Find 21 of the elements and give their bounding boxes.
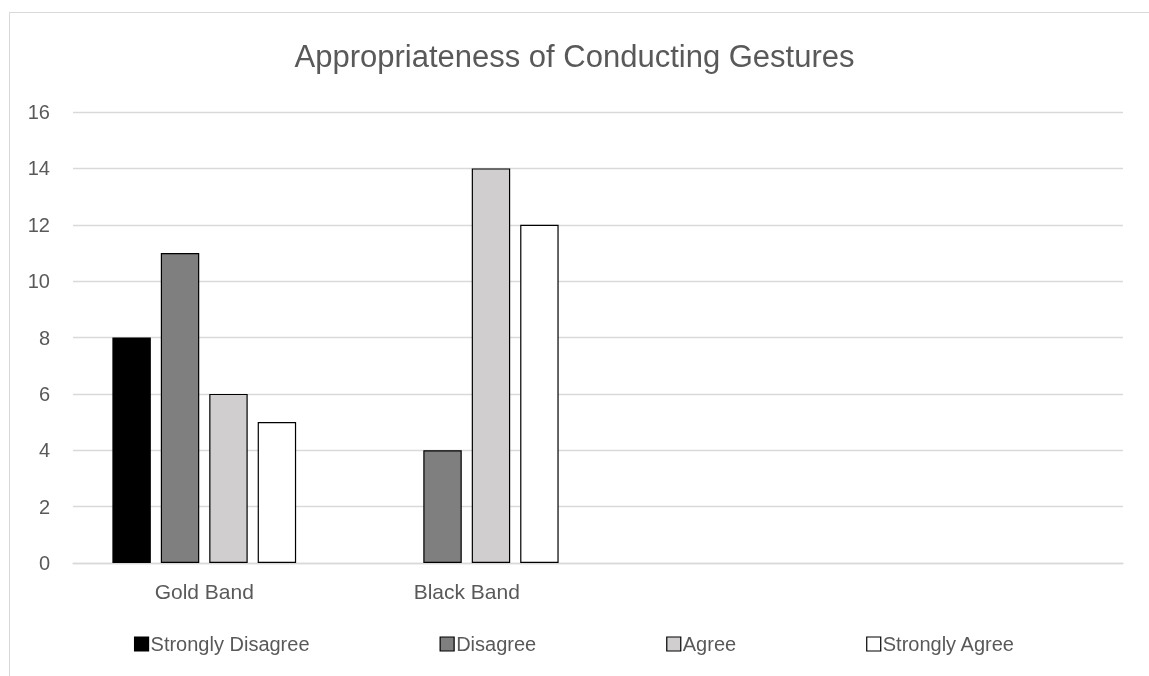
y-tick-label: 12 [27, 213, 50, 236]
y-tick-label: 4 [38, 439, 50, 462]
x-tick-label: Black Band [413, 580, 520, 603]
y-tick-label: 10 [27, 270, 50, 293]
y-tick-label: 16 [27, 101, 50, 123]
bar [520, 224, 559, 563]
y-tick-label: 14 [27, 157, 50, 180]
y-tick-label: 8 [38, 326, 50, 349]
legend-label: Agree [682, 633, 737, 655]
legend-label: Strongly Disagree [150, 633, 310, 655]
bar [112, 337, 151, 563]
y-tick-label: 6 [38, 382, 50, 405]
y-tick-label: 0 [38, 552, 50, 574]
bar [160, 252, 200, 563]
y-tick-label: 2 [38, 495, 50, 518]
legend-label: Disagree [456, 633, 537, 655]
x-tick-label: Gold Band [154, 580, 254, 603]
bar [257, 422, 297, 563]
legend-label: Strongly Agree [882, 633, 1014, 655]
bar [423, 450, 462, 563]
chart-title: Appropriateness of Conducting Gestures [294, 39, 855, 74]
